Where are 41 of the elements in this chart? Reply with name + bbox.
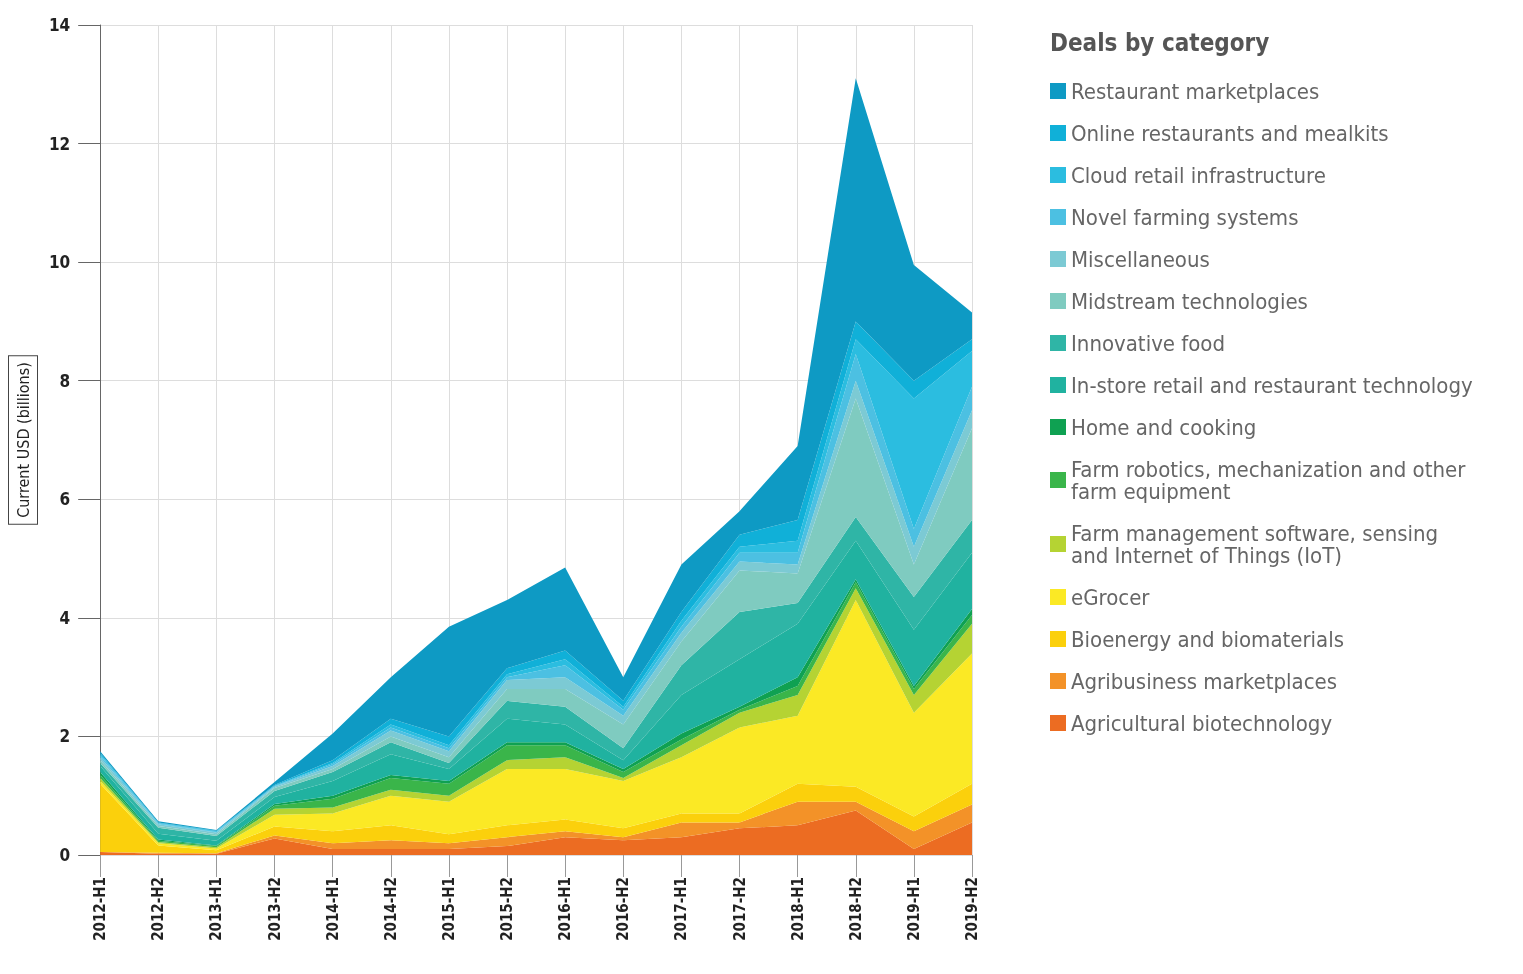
x-tick-label: 2017-H1 <box>672 877 691 941</box>
y-tick-label: 6 <box>59 489 71 510</box>
legend-label: Farm robotics, mechanization and other farm equipment <box>1071 456 1472 504</box>
y-tick-label: 10 <box>48 252 71 273</box>
x-tick-label: 2019-H1 <box>904 877 923 941</box>
y-tick-label: 2 <box>59 726 71 747</box>
legend-label: Agribusiness marketplaces <box>1071 668 1338 694</box>
x-tick-label: 2017-H2 <box>730 877 749 941</box>
legend-label: In-store retail and restaurant technology <box>1071 372 1473 398</box>
x-tick-label: 2018-H2 <box>846 877 865 941</box>
x-tick-label: 2013-H2 <box>265 877 284 941</box>
x-tick-label: 2014-H1 <box>323 877 342 941</box>
legend-label: Agricultural biotechnology <box>1071 710 1333 736</box>
x-tick-label: 2016-H1 <box>556 877 575 941</box>
x-tick-label: 2016-H2 <box>614 877 633 941</box>
legend-label: Bioenergy and biomaterials <box>1071 626 1345 652</box>
y-tick-label: 8 <box>59 370 71 391</box>
legend-label: Innovative food <box>1071 330 1226 356</box>
legend-label: Cloud retail infrastructure <box>1071 162 1326 188</box>
x-tick-label: 2015-H2 <box>498 877 517 941</box>
legend-label: eGrocer <box>1071 584 1151 610</box>
legend-title: Deals by category <box>1050 29 1270 57</box>
legend-label: Online restaurants and mealkits <box>1071 120 1389 146</box>
legend-label: Miscellaneous <box>1071 246 1210 272</box>
y-axis-title: Current USD (billions) <box>13 362 33 518</box>
legend-label: Home and cooking <box>1071 414 1257 440</box>
x-tick-label: 2018-H1 <box>788 877 807 941</box>
legend-label: Restaurant marketplaces <box>1071 78 1320 104</box>
x-tick-label: 2014-H2 <box>381 877 400 941</box>
y-tick-label: 14 <box>48 15 71 35</box>
y-tick-label: 4 <box>59 607 71 628</box>
y-tick-label: 12 <box>48 133 71 154</box>
x-tick-label: 2012-H1 <box>91 877 110 941</box>
x-tick-label: 2013-H1 <box>207 877 226 941</box>
legend-label: Midstream technologies <box>1071 288 1308 314</box>
legend-label: Novel farming systems <box>1071 204 1299 230</box>
legend-label: Farm management software, sensing and Internet of Things (IoT) <box>1071 520 1445 568</box>
y-tick-label: 0 <box>59 845 71 865</box>
x-tick-label: 2019-H2 <box>963 877 981 941</box>
x-tick-label: 2012-H2 <box>149 877 168 941</box>
x-tick-label: 2015-H1 <box>439 877 458 941</box>
